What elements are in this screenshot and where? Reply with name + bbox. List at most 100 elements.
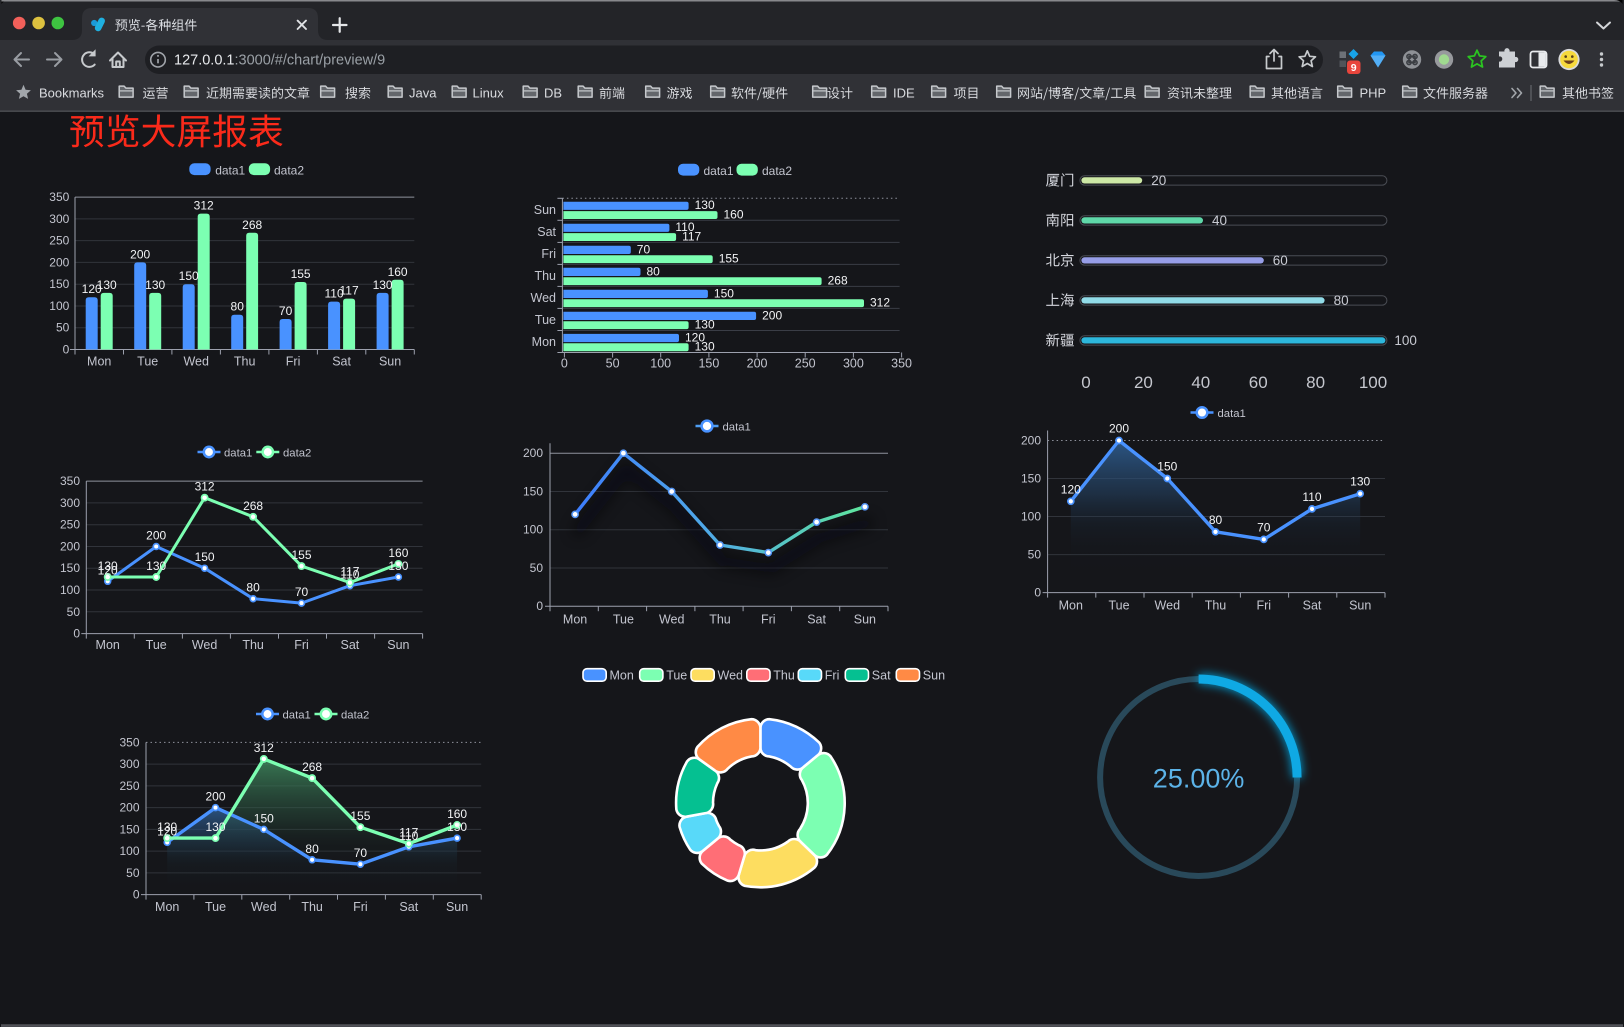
svg-text:Thu: Thu <box>234 355 256 369</box>
svg-text:80: 80 <box>231 300 245 314</box>
svg-text:110: 110 <box>1302 490 1321 504</box>
svg-text:Tue: Tue <box>666 669 687 683</box>
svg-text:160: 160 <box>724 207 744 221</box>
svg-text:312: 312 <box>194 199 214 213</box>
svg-text:Fri: Fri <box>1257 599 1272 613</box>
svg-text:300: 300 <box>60 496 80 510</box>
svg-text:150: 150 <box>254 811 274 825</box>
svg-text:Thu: Thu <box>534 269 556 283</box>
svg-text:100: 100 <box>1021 510 1041 524</box>
svg-text:200: 200 <box>49 255 69 269</box>
svg-text:70: 70 <box>354 846 368 860</box>
svg-text:data1: data1 <box>723 422 751 434</box>
svg-text:150: 150 <box>195 550 215 564</box>
svg-text:50: 50 <box>67 605 81 619</box>
svg-text:Mon: Mon <box>87 355 111 369</box>
svg-text:Thu: Thu <box>242 638 264 652</box>
svg-text:117: 117 <box>340 284 359 298</box>
svg-text:200: 200 <box>747 357 768 371</box>
svg-text:Sat: Sat <box>872 669 891 683</box>
svg-text:200: 200 <box>146 529 166 543</box>
svg-text:0: 0 <box>63 343 70 357</box>
svg-text:130: 130 <box>1350 475 1370 489</box>
svg-text:250: 250 <box>60 518 80 532</box>
svg-text:Fri: Fri <box>286 355 301 369</box>
svg-text:Sun: Sun <box>923 669 945 683</box>
svg-text:150: 150 <box>49 277 69 291</box>
svg-text:Sun: Sun <box>854 613 876 627</box>
svg-text:Sat: Sat <box>341 638 360 652</box>
svg-text:100: 100 <box>650 357 671 371</box>
svg-text:40: 40 <box>1191 373 1210 392</box>
svg-text:Mon: Mon <box>563 613 587 627</box>
svg-text:0: 0 <box>1081 373 1090 392</box>
svg-text:50: 50 <box>56 321 70 335</box>
svg-text:Tue: Tue <box>1108 599 1129 613</box>
svg-text:Mon: Mon <box>1059 599 1083 613</box>
svg-text:200: 200 <box>130 247 150 261</box>
svg-text:200: 200 <box>1109 422 1129 436</box>
svg-text:50: 50 <box>126 866 140 880</box>
svg-text:150: 150 <box>714 286 734 300</box>
svg-text:268: 268 <box>242 218 262 232</box>
svg-text:PHP: PHP <box>1360 86 1387 101</box>
svg-text:80: 80 <box>246 581 260 595</box>
svg-text:Wed: Wed <box>718 669 744 683</box>
svg-text:130: 130 <box>157 820 177 834</box>
svg-text:Mon: Mon <box>96 638 120 652</box>
svg-text:110: 110 <box>340 568 359 582</box>
svg-text:Fri: Fri <box>541 247 556 261</box>
svg-text:70: 70 <box>279 304 293 318</box>
svg-text:data1: data1 <box>215 164 245 178</box>
svg-text:110: 110 <box>675 220 694 234</box>
svg-text:117: 117 <box>340 565 359 579</box>
svg-text:Wed: Wed <box>1155 599 1181 613</box>
svg-text:120: 120 <box>98 563 118 577</box>
svg-text:Wed: Wed <box>531 291 557 305</box>
svg-text:0: 0 <box>133 888 140 902</box>
svg-text:268: 268 <box>243 499 263 513</box>
svg-text:Sun: Sun <box>379 355 401 369</box>
svg-text:Fri: Fri <box>294 638 309 652</box>
svg-text:Mon: Mon <box>610 669 634 683</box>
svg-text:data2: data2 <box>274 164 304 178</box>
svg-text:Fri: Fri <box>825 669 840 683</box>
svg-text:150: 150 <box>179 269 199 283</box>
svg-text:268: 268 <box>302 760 322 774</box>
svg-text:120: 120 <box>157 824 177 838</box>
svg-text:9: 9 <box>1351 62 1357 74</box>
svg-text:Java: Java <box>409 86 437 101</box>
svg-text:Fri: Fri <box>353 900 368 914</box>
svg-text:80: 80 <box>1209 513 1223 527</box>
svg-text:Fri: Fri <box>761 613 776 627</box>
svg-text:60: 60 <box>1249 373 1268 392</box>
svg-text:Sun: Sun <box>1349 599 1371 613</box>
svg-text:350: 350 <box>60 474 80 488</box>
svg-text:0: 0 <box>561 357 568 371</box>
svg-text:100: 100 <box>1359 373 1387 392</box>
svg-text:110: 110 <box>325 287 344 301</box>
svg-text:20: 20 <box>1134 373 1153 392</box>
svg-text:Tue: Tue <box>137 355 158 369</box>
svg-text:150: 150 <box>119 822 139 836</box>
svg-text:350: 350 <box>891 357 912 371</box>
svg-text:80: 80 <box>305 842 319 856</box>
svg-text:100: 100 <box>1394 333 1417 348</box>
svg-text:50: 50 <box>530 561 544 575</box>
svg-text:130: 130 <box>695 318 715 332</box>
svg-text:130: 130 <box>695 340 715 354</box>
svg-text:130: 130 <box>146 559 166 573</box>
svg-text:80: 80 <box>1306 373 1325 392</box>
svg-text:data1: data1 <box>704 164 734 178</box>
svg-text:300: 300 <box>843 357 864 371</box>
svg-text:100: 100 <box>49 299 69 313</box>
svg-text:60: 60 <box>1273 253 1288 268</box>
svg-text:50: 50 <box>1028 548 1042 562</box>
svg-text:Mon: Mon <box>155 900 179 914</box>
svg-text:150: 150 <box>60 561 80 575</box>
svg-text:110: 110 <box>399 829 418 843</box>
svg-text:127.0.0.1:3000/#/chart/preview: 127.0.0.1:3000/#/chart/preview/9 <box>174 53 385 69</box>
svg-text:200: 200 <box>60 540 80 554</box>
svg-text:312: 312 <box>870 296 890 310</box>
svg-text:150: 150 <box>523 485 543 499</box>
